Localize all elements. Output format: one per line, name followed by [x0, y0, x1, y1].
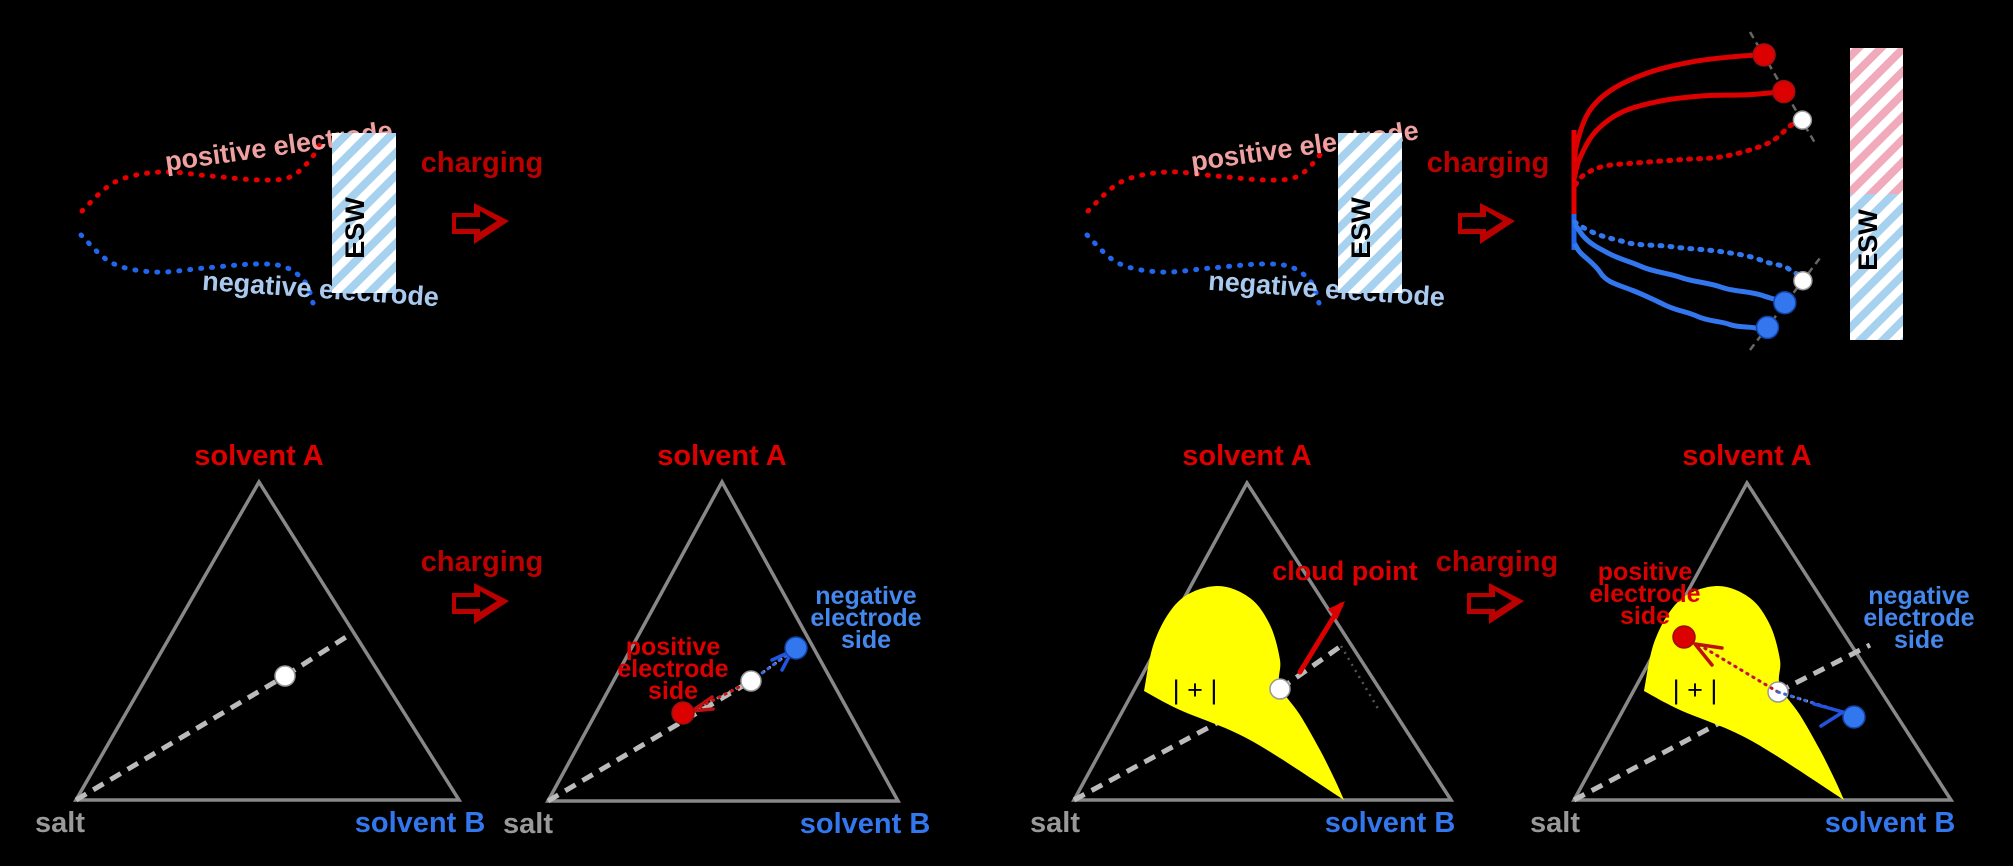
svg-text:solvent A: solvent A — [194, 440, 324, 472]
svg-text:ESW: ESW — [1853, 209, 1883, 271]
svg-text:negative electrode: negative electrode — [1207, 266, 1446, 312]
svg-text:solvent B: solvent B — [800, 808, 931, 840]
svg-text:solvent A: solvent A — [1682, 440, 1812, 472]
svg-text:side: side — [1620, 602, 1670, 630]
svg-text:side: side — [1894, 626, 1944, 654]
svg-text:side: side — [648, 677, 698, 705]
svg-text:charging: charging — [421, 147, 543, 179]
svg-text:ESW: ESW — [1346, 197, 1376, 259]
svg-text:solvent B: solvent B — [1325, 807, 1456, 839]
svg-text:salt: salt — [503, 808, 553, 840]
svg-text:solvent A: solvent A — [657, 440, 787, 472]
svg-text:charging: charging — [421, 546, 543, 578]
svg-text:| + |: | + | — [1173, 675, 1218, 705]
svg-text:salt: salt — [1530, 807, 1580, 839]
svg-text:negative electrode: negative electrode — [201, 266, 440, 312]
svg-text:charging: charging — [1427, 147, 1549, 179]
svg-text:salt: salt — [35, 807, 85, 839]
svg-text:cloud point: cloud point — [1272, 556, 1417, 586]
svg-text:| + |: | + | — [1673, 675, 1718, 705]
svg-text:charging: charging — [1436, 546, 1558, 578]
svg-text:salt: salt — [1030, 807, 1080, 839]
svg-text:solvent A: solvent A — [1182, 440, 1312, 472]
svg-text:solvent B: solvent B — [355, 807, 486, 839]
svg-text:ESW: ESW — [340, 197, 370, 259]
svg-text:solvent B: solvent B — [1825, 807, 1956, 839]
svg-text:side: side — [841, 626, 891, 654]
